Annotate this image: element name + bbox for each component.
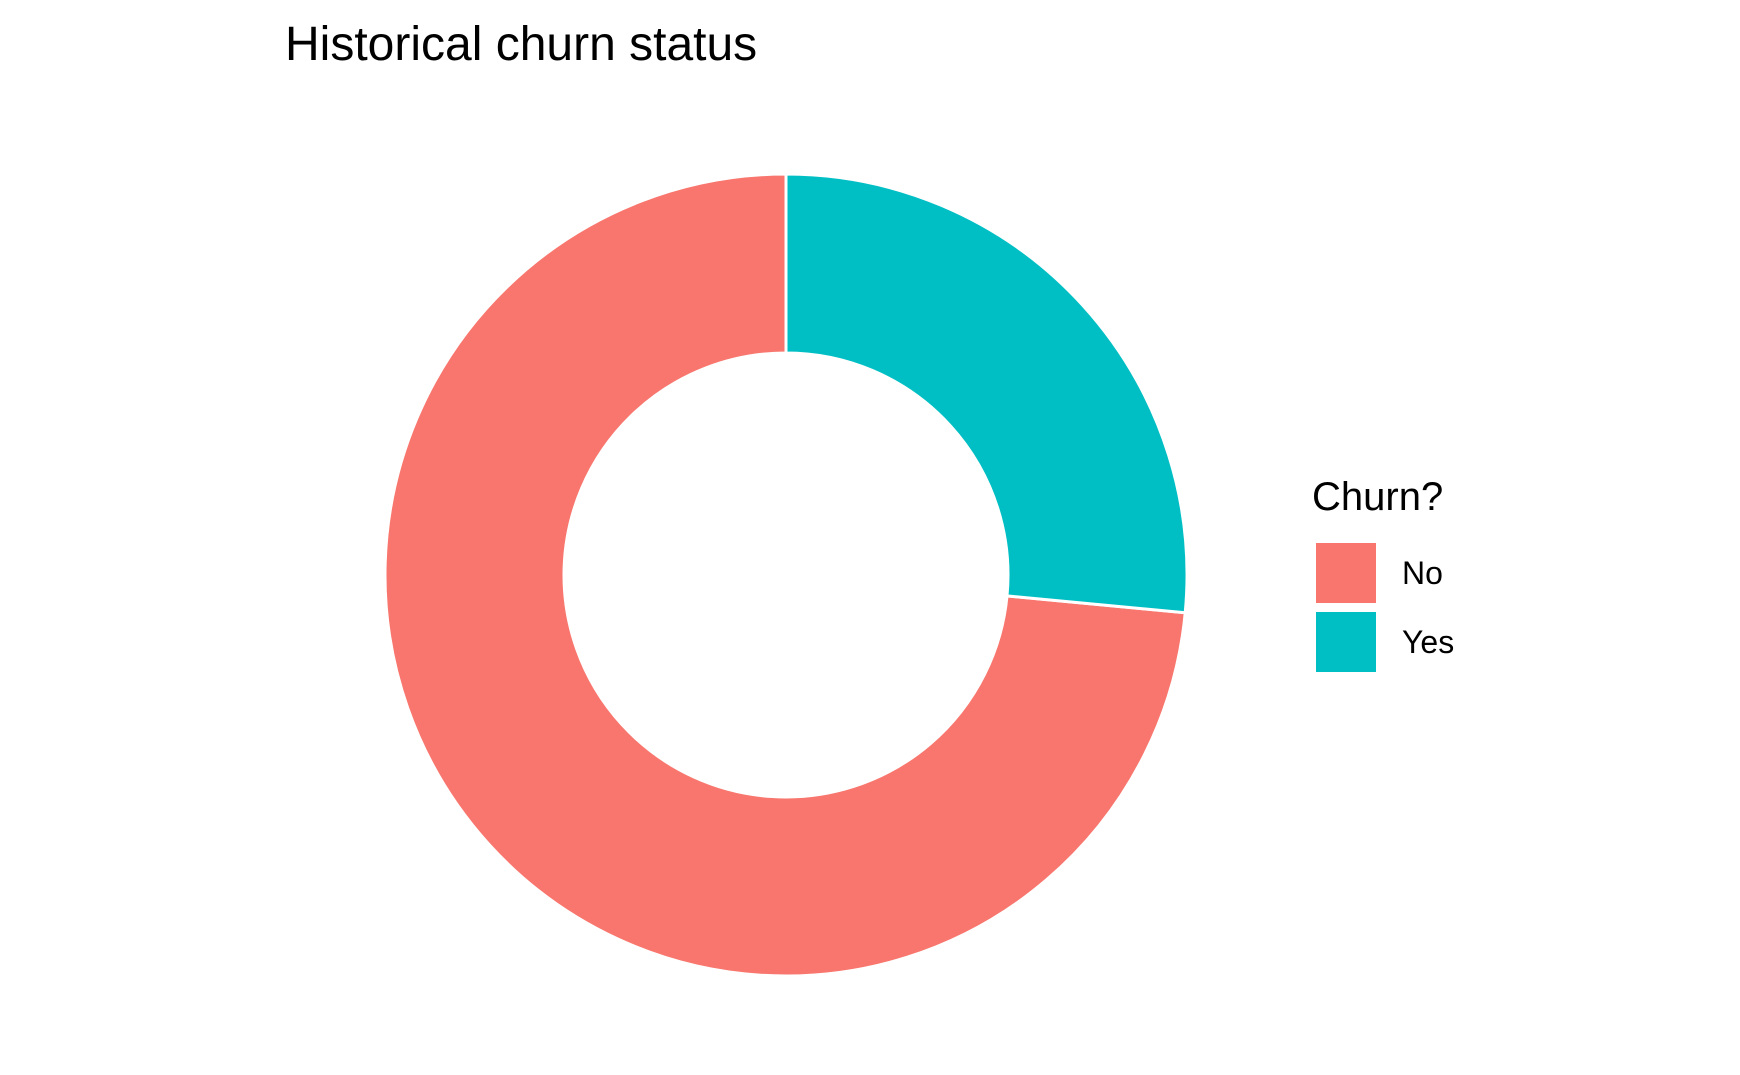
legend-items: No Yes bbox=[1316, 543, 1454, 672]
legend-key-no bbox=[1316, 543, 1376, 603]
legend-label-no: No bbox=[1402, 555, 1443, 591]
donut-slice-no bbox=[383, 172, 1187, 978]
donut-slices bbox=[383, 172, 1189, 978]
chart-title: Historical churn status bbox=[285, 18, 757, 71]
legend: Churn? No Yes bbox=[1312, 475, 1454, 672]
legend-label-yes: Yes bbox=[1402, 624, 1454, 660]
legend-key-yes bbox=[1316, 612, 1376, 672]
legend-title: Churn? bbox=[1312, 475, 1443, 519]
donut-slice-yes bbox=[784, 172, 1189, 615]
